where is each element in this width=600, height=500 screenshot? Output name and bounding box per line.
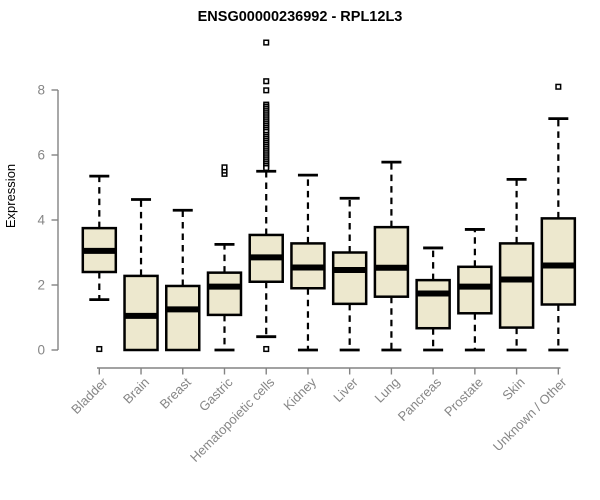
outlier-point <box>221 164 228 171</box>
box-rect <box>165 284 201 352</box>
y-tick-label: 6 <box>37 148 45 163</box>
chart-title: ENSG00000236992 - RPL12L3 <box>198 9 403 25</box>
x-tick-label: Brain <box>120 375 152 407</box>
y-tick-label: 2 <box>37 278 45 293</box>
box-rect <box>206 271 243 317</box>
x-tick-label: Bladder <box>68 374 111 417</box>
box-rect <box>498 242 535 329</box>
x-tick-label: Liver <box>330 374 361 405</box>
box-rect <box>457 265 493 315</box>
box-rect <box>540 217 577 306</box>
outlier-point <box>263 164 270 172</box>
x-tick-label: Skin <box>499 375 527 403</box>
x-tick-label: Breast <box>157 374 194 411</box>
x-tick-label: Prostate <box>441 375 486 420</box>
outlier-point <box>263 78 270 85</box>
outlier-point <box>96 345 103 353</box>
y-tick-label: 8 <box>37 83 45 98</box>
x-tick-label: Gastric <box>196 374 236 414</box>
x-tick-label: Pancreas <box>395 374 445 424</box>
outlier-point <box>263 39 270 46</box>
box-rect <box>373 225 410 298</box>
y-tick-label: 0 <box>37 343 45 358</box>
y-tick-label: 4 <box>37 213 45 228</box>
box-rect <box>331 251 368 306</box>
x-tick-label: Unknown / Other <box>490 374 570 454</box>
outlier-point <box>263 87 270 94</box>
outlier-point <box>555 83 562 90</box>
x-tick-label: Lung <box>371 375 402 406</box>
outlier-point <box>263 345 270 353</box>
box-rect <box>415 278 451 330</box>
x-tick-label: Kidney <box>280 374 319 413</box>
y-axis-label: Expression <box>3 164 18 228</box>
